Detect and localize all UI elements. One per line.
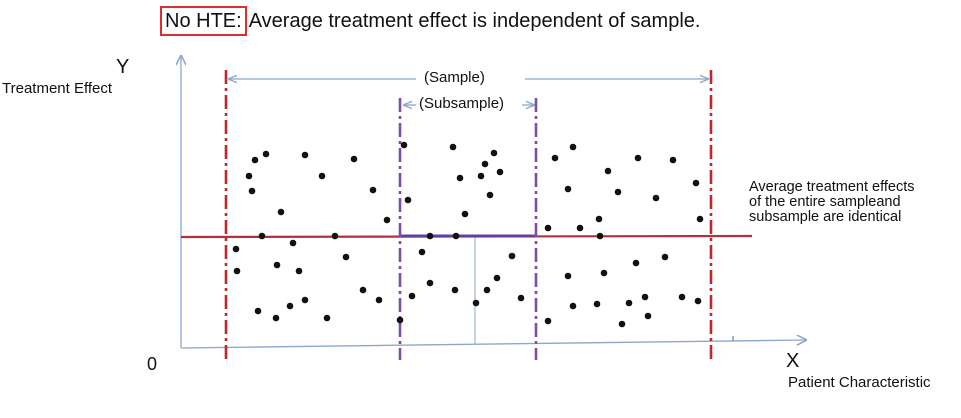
data-point: [696, 215, 704, 223]
data-point: [286, 302, 294, 310]
data-point: [248, 187, 256, 195]
data-point: [569, 302, 577, 310]
data-point: [600, 269, 608, 277]
data-point: [426, 279, 434, 287]
data-point: [301, 296, 309, 304]
data-point: [618, 320, 626, 328]
data-point: [614, 188, 622, 196]
data-point: [551, 154, 559, 162]
data-point: [318, 172, 326, 180]
data-point: [418, 248, 426, 256]
data-point: [404, 196, 412, 204]
title-text: Average treatment effect is independent …: [248, 10, 701, 32]
annotation-line: subsample are identical: [749, 209, 902, 226]
data-point: [359, 286, 367, 294]
data-point: [452, 232, 460, 240]
data-point: [426, 232, 434, 240]
data-point: [272, 314, 280, 322]
data-point: [517, 294, 525, 302]
data-point: [461, 210, 469, 218]
data-point: [477, 172, 485, 180]
data-point: [481, 160, 489, 168]
data-point: [350, 155, 358, 163]
data-point: [493, 274, 501, 282]
data-point: [483, 286, 491, 294]
data-point: [383, 216, 391, 224]
data-point: [604, 167, 612, 175]
data-point: [295, 267, 303, 275]
data-point: [669, 156, 677, 164]
data-point: [408, 292, 416, 300]
x-axis-letter: X: [786, 350, 800, 372]
data-point: [451, 286, 459, 294]
subsample-label: (Subsample): [419, 95, 505, 112]
x-axis-label: Patient Characteristic: [788, 374, 931, 391]
data-point: [331, 232, 339, 240]
data-point: [258, 232, 266, 240]
data-point: [273, 261, 281, 269]
data-point: [456, 174, 464, 182]
title: No HTE: Average treatment effect is inde…: [160, 6, 700, 36]
data-point: [400, 141, 408, 149]
data-point: [678, 293, 686, 301]
annotation-line: of the entire sampleand: [749, 194, 901, 211]
data-point: [596, 232, 604, 240]
data-point: [472, 299, 480, 307]
data-point: [564, 272, 572, 280]
data-point: [576, 224, 584, 232]
x-axis: [180, 340, 806, 349]
data-point: [544, 224, 552, 232]
data-point: [544, 317, 552, 325]
data-point: [644, 312, 652, 320]
data-point: [692, 179, 700, 187]
data-point: [641, 293, 649, 301]
data-point: [245, 172, 253, 180]
average-effect-annotation: Average treatment effects of the entire …: [749, 179, 915, 226]
data-point: [508, 252, 516, 260]
data-point: [569, 143, 577, 151]
data-point: [652, 194, 660, 202]
data-point: [396, 316, 404, 324]
data-point: [632, 259, 640, 267]
data-point: [323, 314, 331, 322]
origin-label: 0: [147, 354, 158, 374]
data-point: [251, 156, 259, 164]
data-point: [262, 150, 270, 158]
data-point: [625, 299, 633, 307]
data-point: [661, 253, 669, 261]
data-point: [232, 245, 240, 253]
no-hte-highlight: No HTE:: [160, 6, 247, 36]
data-point: [233, 267, 241, 275]
data-point: [449, 143, 457, 151]
data-point: [595, 215, 603, 223]
data-point: [289, 239, 297, 247]
data-point: [369, 186, 377, 194]
data-point: [496, 168, 504, 176]
data-point: [694, 297, 702, 305]
data-point: [342, 253, 350, 261]
data-point: [277, 208, 285, 216]
sample-label: (Sample): [424, 69, 485, 86]
y-axis-label: Treatment Effect: [2, 80, 113, 97]
data-point: [593, 300, 601, 308]
data-point: [564, 185, 572, 193]
data-point: [490, 149, 498, 157]
scatter-points: [232, 141, 704, 328]
data-point: [634, 154, 642, 162]
data-point: [486, 191, 494, 199]
data-point: [254, 307, 262, 315]
data-point: [301, 151, 309, 159]
annotation-line: Average treatment effects: [749, 179, 915, 195]
data-point: [375, 296, 383, 304]
y-axis-letter: Y: [116, 56, 130, 78]
